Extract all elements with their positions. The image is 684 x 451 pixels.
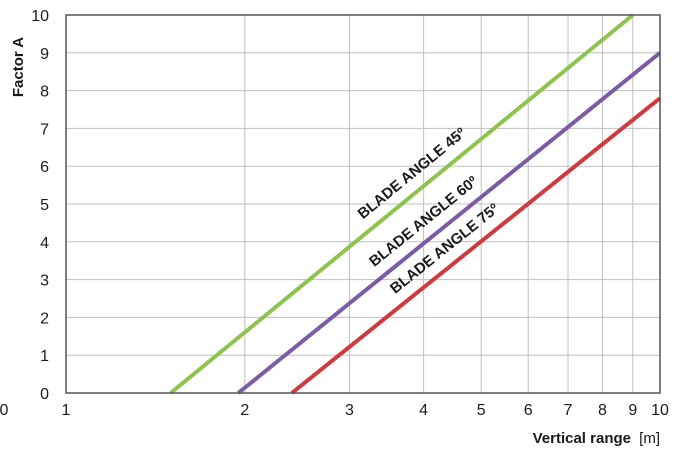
x-axis-unit: [m] xyxy=(639,430,660,447)
series-line xyxy=(169,13,635,395)
x-tick-label: 5 xyxy=(477,402,486,419)
y-tick-label: 4 xyxy=(40,235,49,252)
y-axis-title: Factor A xyxy=(10,37,27,97)
y-tick-label: 0 xyxy=(40,386,49,403)
plot-frame xyxy=(65,14,661,394)
y-tick-label: 10 xyxy=(31,8,49,25)
x-tick-label: 4 xyxy=(419,402,428,419)
y-tick-label: 3 xyxy=(40,273,49,290)
series-line xyxy=(290,96,662,395)
y-tick-label: 9 xyxy=(40,46,49,63)
y-tick-label: 7 xyxy=(40,121,49,138)
x-tick-label: 2 xyxy=(240,402,249,419)
x-axis-title-text: Vertical range xyxy=(533,430,631,447)
x-axis-title: Vertical range [m] xyxy=(533,430,660,447)
series-lines xyxy=(169,13,662,395)
y-tick-label: 6 xyxy=(40,159,49,176)
x-tick-label: 3 xyxy=(345,402,354,419)
x-tick-label: 8 xyxy=(598,402,607,419)
y-tick-label: 8 xyxy=(40,84,49,101)
x-tick-label: 10 xyxy=(651,402,669,419)
x-extra-tick-label: 0 xyxy=(0,402,9,419)
x-tick-label: 6 xyxy=(524,402,533,419)
x-tick-label: 9 xyxy=(628,402,637,419)
y-tick-label: 2 xyxy=(40,310,49,327)
y-tick-label: 5 xyxy=(40,197,49,214)
y-tick-label: 1 xyxy=(40,348,49,365)
x-tick-label: 1 xyxy=(62,402,71,419)
x-tick-labels: 1 2 3 4 5 6 7 8 9 10 xyxy=(62,402,669,419)
y-tick-labels: 0 1 2 3 4 5 6 7 8 9 10 xyxy=(31,8,49,403)
x-tick-label: 7 xyxy=(564,402,573,419)
series-line xyxy=(237,51,662,395)
